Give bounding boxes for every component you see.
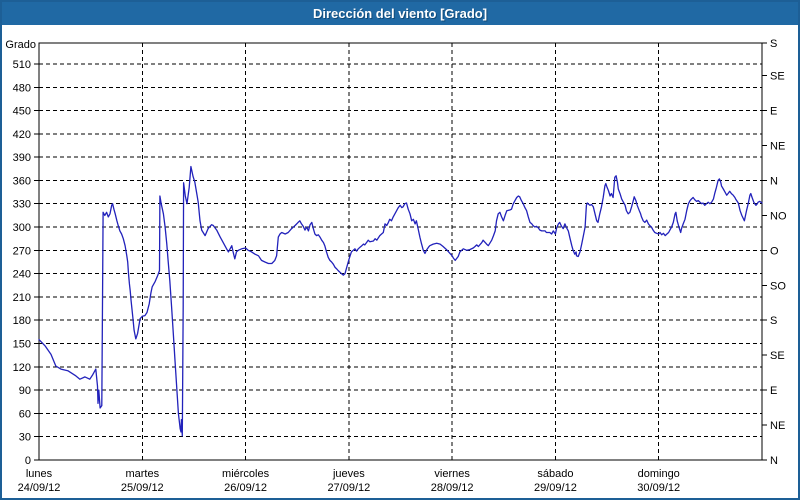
x-axis-date-label: 24/09/12: [18, 482, 61, 494]
compass-tick-label: NE: [770, 141, 785, 153]
gridlines: [39, 43, 762, 460]
x-axis-day-label: sábado: [537, 468, 573, 480]
x-axis-day-label: jueves: [332, 468, 365, 480]
x-axis-day-label: domingo: [638, 468, 680, 480]
y-axis-tick-label: 150: [13, 339, 31, 351]
compass-tick-label: SE: [770, 350, 785, 362]
compass-tick-label: E: [770, 106, 777, 118]
y-axis-tick-label: 330: [13, 199, 31, 211]
compass-tick-label: S: [770, 315, 777, 327]
y-axis-tick-label: 450: [13, 106, 31, 118]
y-axis-tick-label: 240: [13, 269, 31, 281]
x-axis-date-label: 29/09/12: [534, 482, 577, 494]
y-axis-tick-label: 510: [13, 59, 31, 71]
y-axis-tick-label: 120: [13, 362, 31, 374]
compass-tick-label: SO: [770, 280, 786, 292]
x-axis-date-label: 27/09/12: [327, 482, 370, 494]
y-axis-tick-label: 30: [19, 432, 31, 444]
compass-tick-label: E: [770, 385, 777, 397]
axis-labels: 0 30 60 90 120 150 180 210 240 270 300 330 360 390 420…: [5, 38, 787, 494]
y-axis-title: Grado: [5, 39, 36, 51]
compass-tick-label: N: [770, 455, 778, 467]
y-axis-tick-label: 420: [13, 129, 31, 141]
page-title: Dirección del viento [Grado]: [312, 6, 488, 21]
axes: [34, 42, 767, 461]
x-axis-date-label: 28/09/12: [431, 482, 474, 494]
x-axis-day-label: lunes: [26, 468, 53, 480]
x-axis-date-label: 26/09/12: [224, 482, 267, 494]
y-axis-tick-label: 90: [19, 385, 31, 397]
plot-frame: [38, 42, 763, 461]
y-axis-tick-label: 300: [13, 222, 31, 234]
y-axis-tick-label: 60: [19, 408, 31, 420]
x-axis-date-label: 30/09/12: [637, 482, 680, 494]
x-axis-day-label: martes: [125, 468, 159, 480]
wind-direction-line: [38, 165, 763, 437]
compass-tick-label: NE: [770, 420, 785, 432]
y-axis-tick-label: 390: [13, 152, 31, 164]
x-axis-day-label: viernes: [434, 468, 470, 480]
x-axis-date-label: 25/09/12: [121, 482, 164, 494]
y-axis-tick-label: 180: [13, 315, 31, 327]
compass-tick-label: SE: [770, 71, 785, 83]
compass-tick-label: S: [770, 38, 777, 50]
title-bar: Dirección del viento [Grado]: [2, 2, 798, 25]
wind-direction-chart: 0 30 60 90 120 150 180 210 240 270 300 330 360 390 420…: [2, 25, 798, 496]
y-axis-tick-label: 0: [25, 455, 31, 467]
y-axis-tick-label: 480: [13, 82, 31, 94]
series-group: [38, 165, 763, 437]
chart-canvas: 0 30 60 90 120 150 180 210 240 270 300 330 360 390 420…: [5, 38, 787, 494]
y-axis-tick-label: 270: [13, 245, 31, 257]
y-axis-tick-label: 360: [13, 175, 31, 187]
x-axis-day-label: miércoles: [222, 468, 270, 480]
compass-tick-label: O: [770, 245, 779, 257]
compass-tick-label: NO: [770, 210, 787, 222]
compass-tick-label: N: [770, 175, 778, 187]
y-axis-tick-label: 210: [13, 292, 31, 304]
